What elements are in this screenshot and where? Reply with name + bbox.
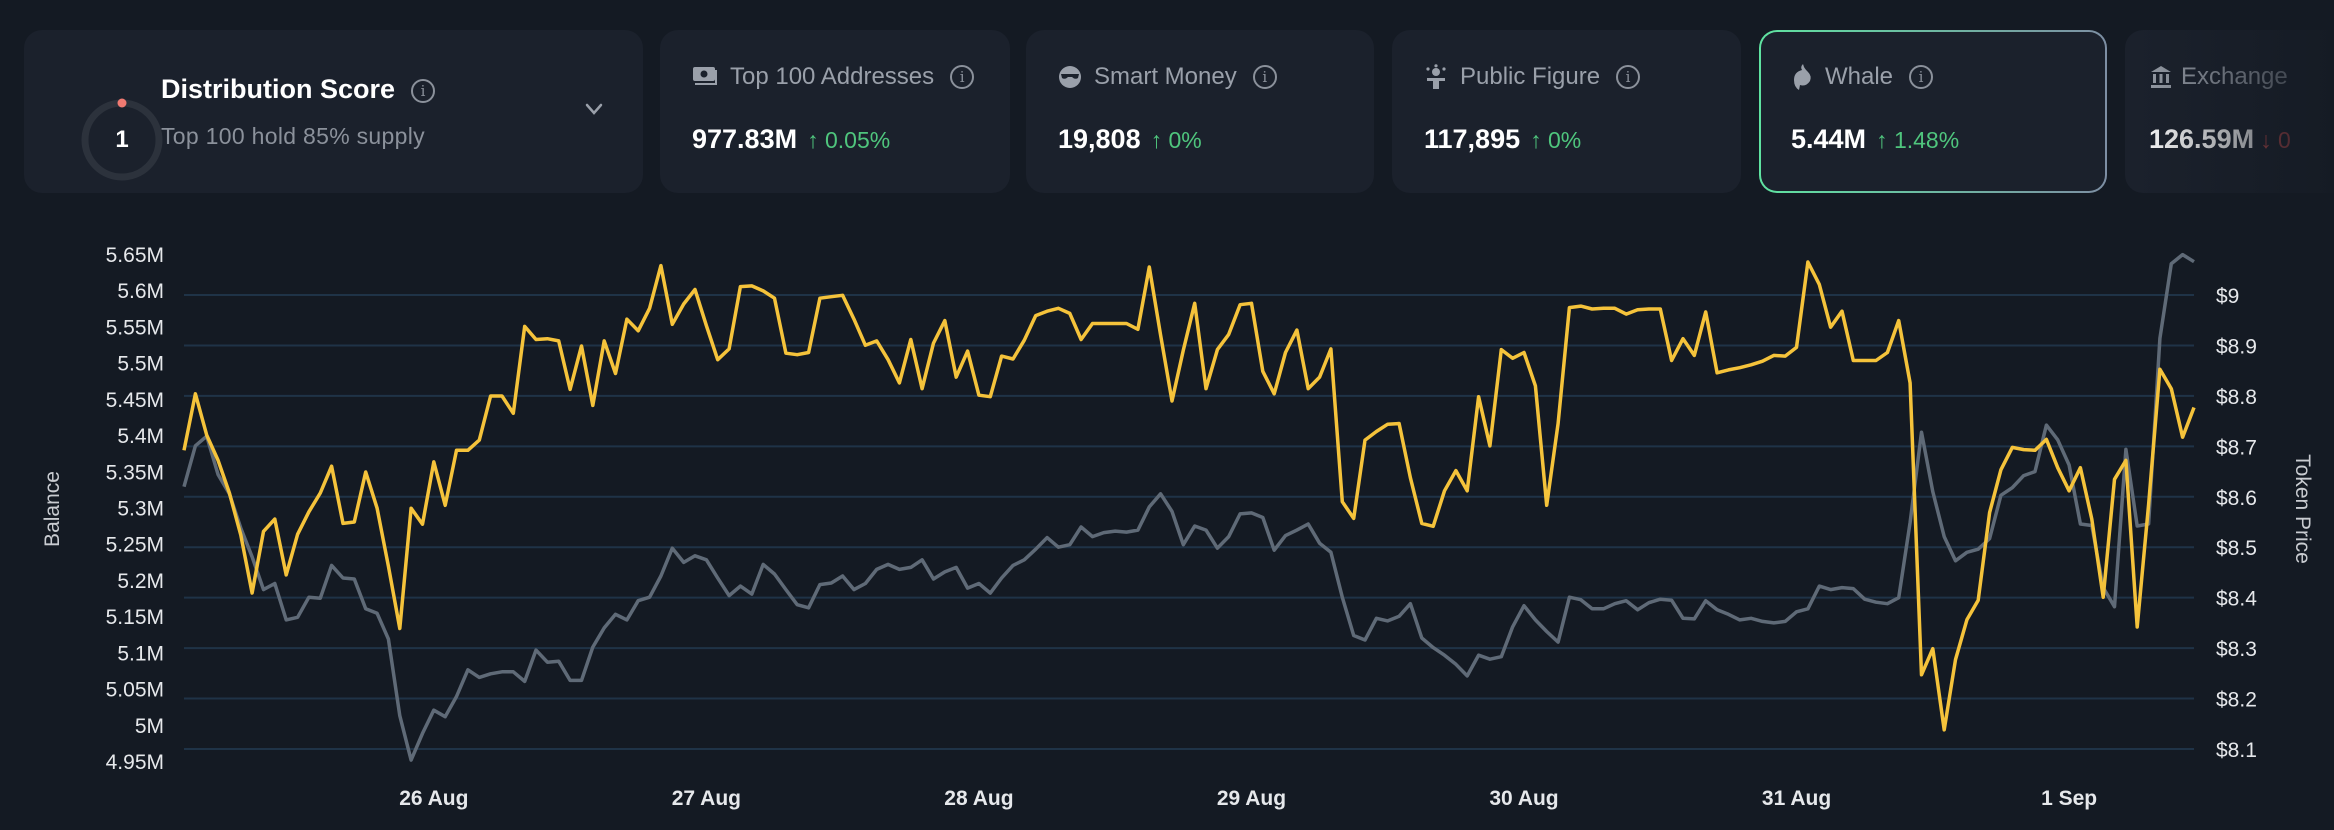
- chevron-down-icon[interactable]: [579, 94, 609, 124]
- stat-card-whale[interactable]: Whale i 5.44M ↑ 1.48%: [1759, 30, 2107, 193]
- left-tick-label: 5M: [135, 715, 164, 738]
- stat-value: 126.59M: [2149, 124, 2255, 154]
- info-icon[interactable]: i: [950, 65, 975, 89]
- info-icon[interactable]: i: [1909, 65, 1934, 89]
- left-tick-label: 5.35M: [106, 461, 164, 484]
- score-gauge: [81, 98, 163, 181]
- stat-change: ↓ 0: [2260, 127, 2291, 153]
- x-tick-label: 27 Aug: [672, 787, 741, 810]
- info-icon[interactable]: i: [411, 78, 436, 103]
- distribution-score-value: 1: [115, 126, 129, 153]
- money-stack-icon: [693, 67, 717, 85]
- stat-value: 117,895: [1424, 124, 1521, 154]
- stat-change: ↑ 0%: [1150, 127, 1202, 153]
- left-tick-label: 5.1M: [117, 642, 164, 665]
- left-tick-label: 5.55M: [106, 316, 164, 339]
- distribution-score-card[interactable]: 1 Distribution Score i Top 100 hold 85% s…: [24, 30, 643, 193]
- left-axis-ticks: 5.65M 5.6M 5.55M 5.5M 5.45M 5.4M 5.35M 5.3M 5.25…: [106, 244, 164, 774]
- stat-label: Whale: [1825, 63, 1894, 90]
- stat-change: ↑ 1.48%: [1876, 127, 1960, 153]
- stat-label: Exchange: [2181, 63, 2288, 90]
- stat-change: ↑ 0.05%: [807, 127, 891, 153]
- left-tick-label: 5.3M: [117, 498, 164, 521]
- stat-value: 977.83M: [692, 124, 798, 154]
- series-line-token-price: [182, 252, 2195, 762]
- right-tick-label: $8.6: [2216, 487, 2257, 510]
- left-tick-label: 5.65M: [106, 244, 164, 267]
- x-tick-label: 1 Sep: [2041, 787, 2097, 810]
- left-tick-label: 5.25M: [106, 534, 164, 557]
- left-tick-label: 5.2M: [117, 570, 164, 593]
- left-tick-label: 4.95M: [106, 751, 164, 774]
- right-tick-label: $8.4: [2216, 588, 2257, 611]
- left-tick-label: 5.15M: [106, 606, 164, 629]
- right-axis-title: Token Price: [2291, 454, 2314, 564]
- info-icon[interactable]: i: [1252, 65, 1277, 89]
- x-tick-label: 28 Aug: [944, 787, 1013, 810]
- stat-change: ↑ 0%: [1530, 127, 1582, 153]
- right-tick-label: $8.9: [2216, 335, 2257, 358]
- sunglasses-icon: [1059, 66, 1081, 88]
- left-tick-label: 5.4M: [117, 425, 164, 448]
- x-tick-label: 29 Aug: [1217, 787, 1286, 810]
- x-tick-label: 26 Aug: [399, 787, 468, 810]
- left-tick-label: 5.05M: [106, 679, 164, 702]
- stat-card-smart-money[interactable]: Smart Money i 19,808 ↑ 0%: [1026, 30, 1374, 193]
- left-axis-title: Balance: [41, 471, 64, 547]
- left-tick-label: 5.6M: [117, 280, 164, 303]
- x-tick-label: 30 Aug: [1489, 787, 1558, 810]
- right-tick-label: $8.3: [2216, 638, 2257, 661]
- stat-label: Smart Money: [1094, 63, 1237, 90]
- x-tick-label: 31 Aug: [1762, 787, 1831, 810]
- bank-icon: [2151, 66, 2171, 88]
- right-tick-label: $8.5: [2216, 537, 2257, 560]
- gridlines: [184, 294, 2194, 750]
- right-tick-label: $8.2: [2216, 689, 2257, 712]
- series-line-balance: [182, 260, 2196, 732]
- right-tick-label: $8.8: [2216, 386, 2257, 409]
- left-tick-label: 5.5M: [117, 353, 164, 376]
- stat-card-exchange[interactable]: Exchange 126.59M ↓ 0: [2125, 30, 2334, 193]
- distribution-score-subtitle: Top 100 hold 85% supply: [161, 123, 425, 149]
- left-tick-label: 5.45M: [106, 389, 164, 412]
- stat-value: 5.44M: [1791, 124, 1867, 154]
- distribution-score-title: Distribution Score i: [161, 74, 436, 105]
- stat-card-top-100-addresses[interactable]: Top 100 Addresses i 977.83M ↑ 0.05%: [660, 30, 1010, 193]
- info-icon[interactable]: i: [1616, 65, 1641, 89]
- stat-card-public-figure[interactable]: Public Figure i 117,895 ↑ 0%: [1392, 30, 1741, 193]
- stat-label: Top 100 Addresses: [730, 63, 935, 90]
- whale-icon: [1794, 64, 1811, 90]
- public-figure-icon: [1426, 64, 1446, 89]
- x-axis-ticks: 26 Aug 27 Aug 28 Aug 29 Aug 30 Aug 31 Aug 1 Se…: [399, 787, 2097, 810]
- right-tick-label: $9: [2216, 285, 2239, 308]
- stat-value: 19,808: [1058, 124, 1141, 154]
- stat-label: Public Figure: [1460, 63, 1601, 90]
- right-tick-label: $8.7: [2216, 436, 2257, 459]
- right-tick-label: $8.1: [2216, 739, 2257, 762]
- right-axis-ticks: $9 $8.9 $8.8 $8.7 $8.6 $8.5 $8.4 $8.3 $8.2 $8.1: [2216, 285, 2257, 762]
